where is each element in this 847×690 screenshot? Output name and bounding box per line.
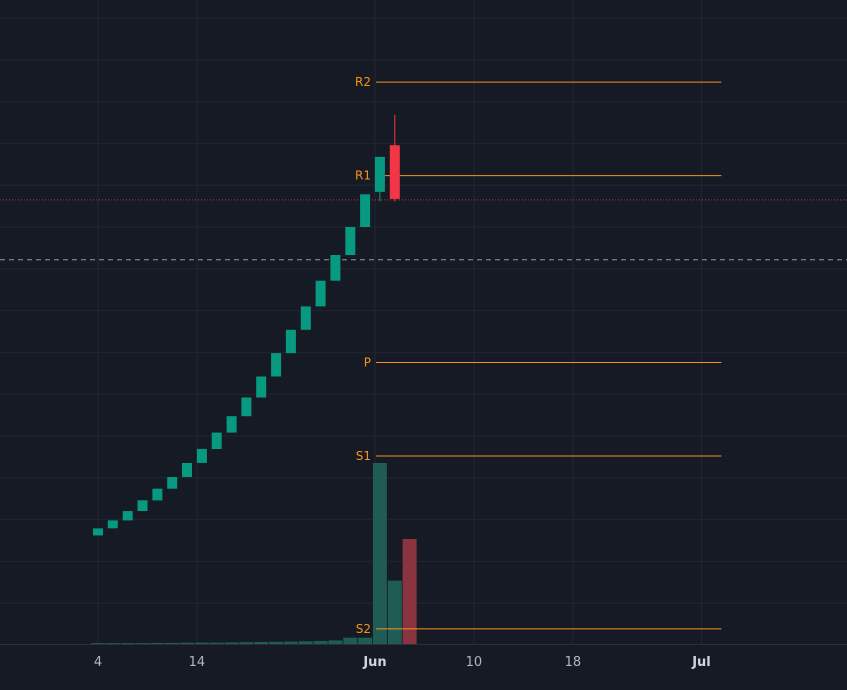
candle-body xyxy=(256,376,267,398)
pivot-label: R1 xyxy=(355,169,371,183)
volume-bar xyxy=(120,643,135,645)
candle-body xyxy=(300,306,311,330)
volume-bar xyxy=(328,640,343,644)
candle-body xyxy=(330,255,341,281)
candle-body xyxy=(152,488,163,501)
volume-bar xyxy=(209,642,224,644)
volume-bar xyxy=(343,637,358,644)
candle-body xyxy=(345,227,356,255)
grid xyxy=(0,0,847,645)
pivot-label: S1 xyxy=(356,449,371,463)
volume-bar xyxy=(298,641,313,644)
candle-body xyxy=(389,145,400,199)
candle-body xyxy=(182,463,192,477)
x-tick-label: Jun xyxy=(362,655,386,670)
candle-body xyxy=(167,477,178,489)
candle-body xyxy=(196,448,207,463)
volume-bar xyxy=(91,643,105,645)
candle-body xyxy=(271,353,282,377)
x-tick-label: 10 xyxy=(466,655,483,670)
volume-bar xyxy=(372,463,387,644)
x-tick-label: 18 xyxy=(565,655,582,670)
pivot-label: P xyxy=(364,356,371,370)
volume-bar xyxy=(313,640,328,644)
volume-bar xyxy=(402,539,417,644)
price-lines xyxy=(0,199,847,261)
volume-bar xyxy=(194,642,209,644)
x-tick-label: 14 xyxy=(189,655,206,670)
pivot-levels: R2 R1 P S1 S2 xyxy=(355,75,722,636)
candle-body xyxy=(107,520,118,529)
volume-bar xyxy=(224,642,239,644)
candle-body xyxy=(360,194,371,227)
volume-bar xyxy=(165,642,180,644)
volume-bar xyxy=(105,643,120,645)
candles xyxy=(93,114,400,536)
volume-bars xyxy=(91,463,417,645)
x-tick-label: Jul xyxy=(691,655,711,670)
x-tick-label: 4 xyxy=(94,655,102,670)
volume-bar xyxy=(135,643,150,645)
candle-body xyxy=(122,511,133,521)
pivot-label: R2 xyxy=(355,75,371,89)
volume-bar xyxy=(387,580,402,644)
volume-bar xyxy=(239,642,254,644)
volume-bar xyxy=(283,641,298,644)
candle-body xyxy=(241,397,252,417)
candle-body xyxy=(315,280,326,307)
candle-body xyxy=(374,156,385,192)
volume-bar xyxy=(254,642,269,644)
candle-body xyxy=(226,416,237,433)
candle-body xyxy=(285,329,296,354)
candle-body xyxy=(93,528,103,536)
volume-bar xyxy=(358,637,373,644)
pivot-label: S2 xyxy=(356,622,371,636)
candle-body xyxy=(137,500,148,511)
volume-bar xyxy=(180,642,194,644)
time-axis: 4 14 Jun 10 18 Jul xyxy=(94,655,711,670)
candle-body xyxy=(211,432,222,449)
volume-bar xyxy=(269,641,284,644)
volume-bar xyxy=(150,642,165,644)
